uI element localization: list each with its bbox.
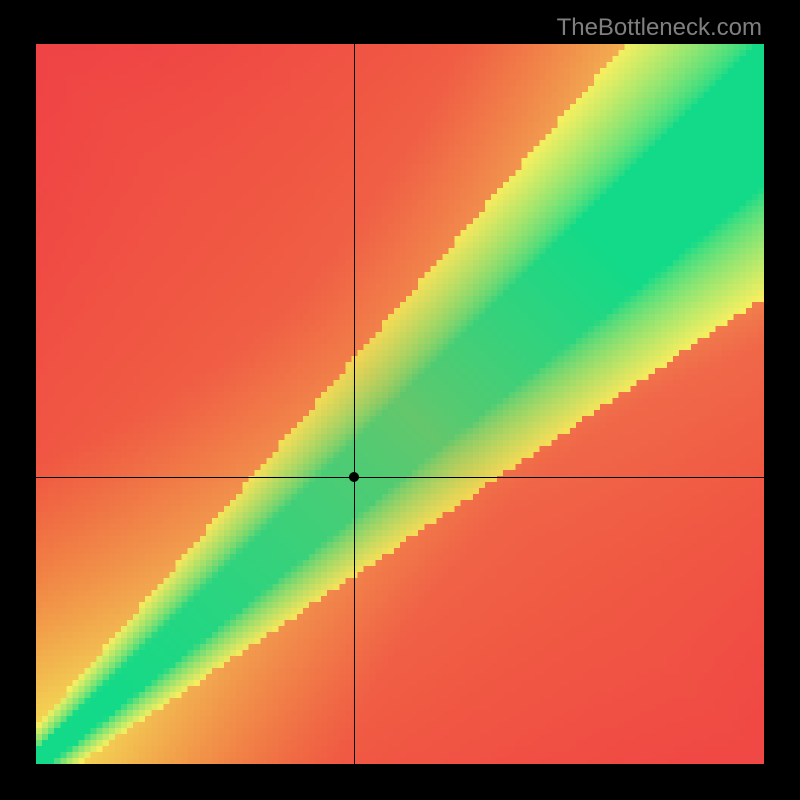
bottleneck-heatmap	[36, 44, 764, 764]
watermark-text: TheBottleneck.com	[557, 14, 762, 42]
crosshair-horizontal	[36, 477, 764, 478]
plot-area	[36, 44, 764, 764]
selected-point[interactable]	[349, 472, 359, 482]
crosshair-vertical	[354, 44, 355, 764]
outer-frame: TheBottleneck.com	[0, 0, 800, 800]
